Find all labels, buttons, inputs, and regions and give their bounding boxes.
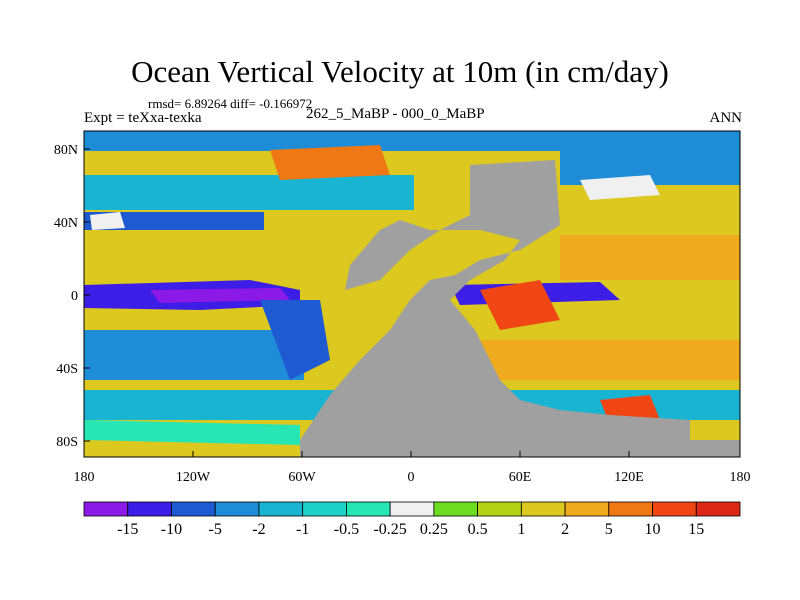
lon-label-120w: 120W xyxy=(176,470,211,485)
colorbar-label: -1 xyxy=(296,521,309,538)
colorbar-label: -0.5 xyxy=(334,521,359,538)
colorbar-swatch xyxy=(389,501,435,517)
colorbar: -15 -10 -5 -2 -1 -0.5 -0.25 0.25 0.5 1 2 5 10 15 xyxy=(83,501,741,538)
lon-label-180e: 180 xyxy=(730,470,751,485)
colorbar-label: -10 xyxy=(161,521,182,538)
red-patch-east xyxy=(480,280,560,330)
colorbar-swatch xyxy=(695,501,741,517)
colorbar-swatch xyxy=(171,501,216,517)
colorbar-swatch xyxy=(302,501,347,517)
colorbar-label: 0.25 xyxy=(420,521,448,538)
band-east-pacific-orange xyxy=(560,235,740,280)
colorbar-swatch xyxy=(345,501,391,517)
colorbar-swatch xyxy=(258,501,304,517)
colorbar-label: 10 xyxy=(645,521,661,538)
orange-patch-north xyxy=(270,145,390,180)
lat-label-40n: 40N xyxy=(54,216,78,231)
colorbar-label: 2 xyxy=(561,521,569,538)
map-title: Ocean Vertical Velocity at 10m (in cm/da… xyxy=(131,54,669,89)
lat-label-80s: 80S xyxy=(56,435,78,450)
lat-ticks xyxy=(84,148,90,442)
band-north-pacific-blue xyxy=(84,212,264,230)
colorbar-label: 5 xyxy=(605,521,613,538)
land-supercontinent xyxy=(300,160,740,457)
equatorial-strip-purple xyxy=(150,288,290,303)
band-south-indian xyxy=(470,340,740,380)
colorbar-label: -0.25 xyxy=(373,521,406,538)
season-label: ANN xyxy=(709,110,743,126)
lat-label-40s: 40S xyxy=(56,362,78,377)
lat-label-0: 0 xyxy=(71,289,78,304)
white-patch-west xyxy=(90,212,125,230)
colorbar-swatch xyxy=(520,501,566,517)
experiment-label: Expt = teXxa-texka xyxy=(84,110,202,126)
coastal-upwelling xyxy=(260,300,330,380)
band-arctic xyxy=(84,131,740,151)
colorbar-label: 1 xyxy=(517,521,525,538)
lon-label-0: 0 xyxy=(408,470,415,485)
lon-label-60e: 60E xyxy=(509,470,532,485)
white-patch xyxy=(580,175,660,200)
lon-label-60w: 60W xyxy=(288,470,316,485)
band-north-subtropic-pacific xyxy=(84,175,414,210)
lat-label-80n: 80N xyxy=(54,143,78,158)
colorbar-swatch xyxy=(652,501,697,517)
experiment-subtitle: 262_5_MaBP - 000_0_MaBP xyxy=(306,106,485,122)
map-frame xyxy=(83,130,741,458)
colorbar-label: 15 xyxy=(688,521,704,538)
colorbar-label: 0.5 xyxy=(468,521,488,538)
colorbar-label: -5 xyxy=(209,521,222,538)
lon-label-120e: 120E xyxy=(614,470,644,485)
cyan-southwest xyxy=(84,420,300,445)
colorbar-swatch xyxy=(83,501,129,517)
colorbar-swatch xyxy=(127,501,172,517)
colorbar-swatch xyxy=(564,501,610,517)
lon-label-180w: 180 xyxy=(74,470,95,485)
colorbar-swatch xyxy=(608,501,653,517)
velocity-field xyxy=(84,131,740,457)
band-south-pacific xyxy=(84,330,304,380)
colorbar-swatch xyxy=(214,501,260,517)
colorbar-swatch xyxy=(477,501,522,517)
colorbar-label: -2 xyxy=(252,521,265,538)
colorbar-swatch xyxy=(433,501,479,517)
stats-text: rmsd= 6.89264 diff= -0.166972 xyxy=(148,96,313,111)
colorbar-label: -15 xyxy=(117,521,138,538)
lon-ticks xyxy=(83,451,741,457)
